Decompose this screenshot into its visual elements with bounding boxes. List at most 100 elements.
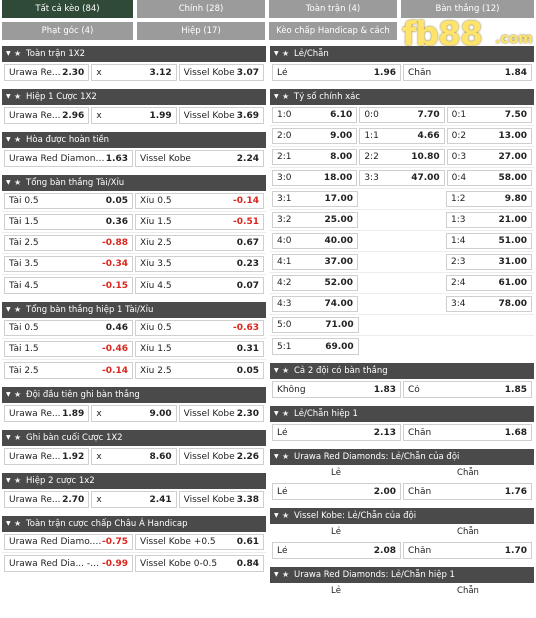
market-header[interactable]: ▼ ★ Tỷ số chính xác [270, 89, 534, 105]
market-header[interactable]: ▼ ★ Tổng bàn thắng Tài/Xỉu [2, 175, 266, 191]
odds-button[interactable]: Vissel Kobe 3.07 [178, 64, 264, 81]
odds-button[interactable]: 4:1 37.00 [272, 254, 358, 270]
odds-button[interactable]: 2:1 8.00 [272, 149, 358, 165]
odds-button[interactable]: 3:3 47.00 [359, 170, 445, 186]
tab-main[interactable]: Chính (28) [137, 0, 265, 18]
odds-button[interactable]: Xỉu 1.5 0.31 [135, 341, 264, 357]
odds-button[interactable]: Xỉu 0.5 -0.14 [135, 193, 264, 209]
odds-button[interactable]: Urawa Re... 2.70 [4, 491, 90, 508]
odds-button[interactable]: x 8.60 [91, 448, 177, 465]
favorite-star-icon[interactable]: ★ [14, 519, 22, 528]
odds-button[interactable]: Urawa Red Diamonds 1.63 [4, 150, 133, 167]
odds-button[interactable]: Vissel Kobe 3.38 [178, 491, 264, 508]
odds-button[interactable]: 1:3 21.00 [446, 212, 532, 228]
favorite-star-icon[interactable]: ★ [14, 476, 22, 485]
favorite-star-icon[interactable]: ★ [14, 92, 22, 101]
favorite-star-icon[interactable]: ★ [282, 511, 290, 520]
market-header[interactable]: ▼ ★ Đội đầu tiên ghi bàn thắng [2, 387, 266, 403]
collapse-arrow-icon[interactable]: ▼ [6, 434, 11, 441]
odds-button[interactable]: 3:1 17.00 [272, 191, 358, 207]
collapse-arrow-icon[interactable]: ▼ [6, 50, 11, 57]
collapse-arrow-icon[interactable]: ▼ [274, 367, 279, 374]
market-header[interactable]: ▼ ★ Urawa Red Diamonds: Lẻ/Chẵn hiệp 1 [270, 567, 534, 583]
odds-button[interactable]: 1:1 4.66 [359, 128, 445, 144]
collapse-arrow-icon[interactable]: ▼ [274, 50, 279, 57]
odds-button[interactable]: Chẵn 1.76 [403, 483, 532, 500]
odds-button[interactable]: x 9.00 [91, 405, 177, 422]
favorite-star-icon[interactable]: ★ [282, 92, 290, 101]
collapse-arrow-icon[interactable]: ▼ [6, 179, 11, 186]
odds-button[interactable]: Vissel Kobe +0.5 0.61 [135, 534, 264, 550]
odds-button[interactable]: 2:4 61.00 [446, 275, 532, 291]
tab-corners[interactable]: Phạt góc (4) [2, 22, 133, 40]
odds-button[interactable]: Tài 2.5 -0.88 [4, 235, 133, 251]
tab-full-time[interactable]: Toàn trận (4) [269, 0, 397, 18]
odds-button[interactable]: Vissel Kobe 0-0.5 0.84 [135, 555, 264, 572]
odds-button[interactable]: Vissel Kobe 3.69 [178, 107, 264, 124]
favorite-star-icon[interactable]: ★ [282, 452, 290, 461]
favorite-star-icon[interactable]: ★ [282, 366, 290, 375]
tab-goals[interactable]: Bàn thắng (12) [401, 0, 534, 18]
odds-button[interactable]: Urawa Re... 1.92 [4, 448, 90, 465]
odds-button[interactable]: Urawa Red Diamo... -0.5-0.75 [4, 534, 133, 550]
market-header[interactable]: ▼ ★ Hòa được hoàn tiền [2, 132, 266, 148]
odds-button[interactable]: Lẻ 2.08 [272, 542, 401, 559]
favorite-star-icon[interactable]: ★ [14, 178, 22, 187]
tab-all-markets[interactable]: Tất cả kèo (84) [2, 0, 133, 18]
odds-button[interactable]: 3:0 18.00 [272, 170, 358, 186]
odds-button[interactable]: Tài 1.5 0.36 [4, 214, 133, 230]
market-header[interactable]: ▼ ★ Hiệp 2 cược 1x2 [2, 473, 266, 489]
odds-button[interactable]: Urawa Re... 1.89 [4, 405, 90, 422]
favorite-star-icon[interactable]: ★ [14, 433, 22, 442]
odds-button[interactable]: Xỉu 0.5 -0.63 [135, 320, 264, 336]
odds-button[interactable]: 4:3 74.00 [272, 296, 358, 312]
odds-button[interactable]: 4:0 40.00 [272, 233, 358, 249]
collapse-arrow-icon[interactable]: ▼ [274, 410, 279, 417]
market-header[interactable]: ▼ ★ Toàn trận 1X2 [2, 46, 266, 62]
collapse-arrow-icon[interactable]: ▼ [274, 512, 279, 519]
odds-button[interactable]: 1:4 51.00 [446, 233, 532, 249]
odds-button[interactable]: 0:1 7.50 [446, 107, 532, 123]
odds-button[interactable]: Tài 2.5 -0.14 [4, 362, 133, 379]
odds-button[interactable]: 0:3 27.00 [446, 149, 532, 165]
odds-button[interactable]: Tài 0.5 0.46 [4, 320, 133, 336]
odds-button[interactable]: Vissel Kobe 2.30 [178, 405, 264, 422]
market-header[interactable]: ▼ ★ Urawa Red Diamonds: Lẻ/Chẵn của đội [270, 449, 534, 465]
odds-button[interactable]: Xỉu 2.5 0.67 [135, 235, 264, 251]
odds-button[interactable]: Chẵn 1.68 [403, 424, 532, 441]
market-header[interactable]: ▼ ★ Vissel Kobe: Lẻ/Chẵn của đội [270, 508, 534, 524]
odds-button[interactable]: 2:3 31.00 [446, 254, 532, 270]
favorite-star-icon[interactable]: ★ [14, 135, 22, 144]
favorite-star-icon[interactable]: ★ [282, 409, 290, 418]
odds-button[interactable]: Tài 1.5 -0.46 [4, 341, 133, 357]
collapse-arrow-icon[interactable]: ▼ [274, 571, 279, 578]
odds-button[interactable]: Lẻ 2.13 [272, 424, 401, 441]
odds-button[interactable]: Chẵn 1.70 [403, 542, 532, 559]
odds-button[interactable]: x 2.41 [91, 491, 177, 508]
collapse-arrow-icon[interactable]: ▼ [6, 136, 11, 143]
odds-button[interactable]: Urawa Red Dia... -0-0.5-0.99 [4, 555, 133, 572]
odds-button[interactable]: 0:2 13.00 [446, 128, 532, 144]
market-header[interactable]: ▼ ★ Lẻ/Chẵn hiệp 1 [270, 406, 534, 422]
odds-button[interactable]: 2:0 9.00 [272, 128, 358, 144]
odds-button[interactable]: 3:2 25.00 [272, 212, 358, 228]
collapse-arrow-icon[interactable]: ▼ [6, 477, 11, 484]
odds-button[interactable]: Tài 3.5 -0.34 [4, 256, 133, 272]
odds-button[interactable]: Vissel Kobe 2.26 [178, 448, 264, 465]
odds-button[interactable]: 3:4 78.00 [446, 296, 532, 312]
odds-button[interactable]: Xỉu 2.5 0.05 [135, 362, 264, 379]
odds-button[interactable]: Tài 4.5 -0.15 [4, 277, 133, 294]
market-header[interactable]: ▼ ★ Cả 2 đội có bàn thắng [270, 363, 534, 379]
odds-button[interactable]: 0:0 7.70 [359, 107, 445, 123]
odds-button[interactable]: x 1.99 [91, 107, 177, 124]
odds-button[interactable]: 0:4 58.00 [446, 170, 532, 186]
market-header[interactable]: ▼ ★ Lẻ/Chẵn [270, 46, 534, 62]
collapse-arrow-icon[interactable]: ▼ [274, 93, 279, 100]
favorite-star-icon[interactable]: ★ [282, 570, 290, 579]
collapse-arrow-icon[interactable]: ▼ [274, 453, 279, 460]
odds-button[interactable]: Xỉu 3.5 0.23 [135, 256, 264, 272]
odds-button[interactable]: 1:0 6.10 [272, 107, 358, 123]
favorite-star-icon[interactable]: ★ [14, 305, 22, 314]
market-header[interactable]: ▼ ★ Ghi bàn cuối Cược 1X2 [2, 430, 266, 446]
odds-button[interactable]: Không 1.83 [272, 381, 401, 398]
